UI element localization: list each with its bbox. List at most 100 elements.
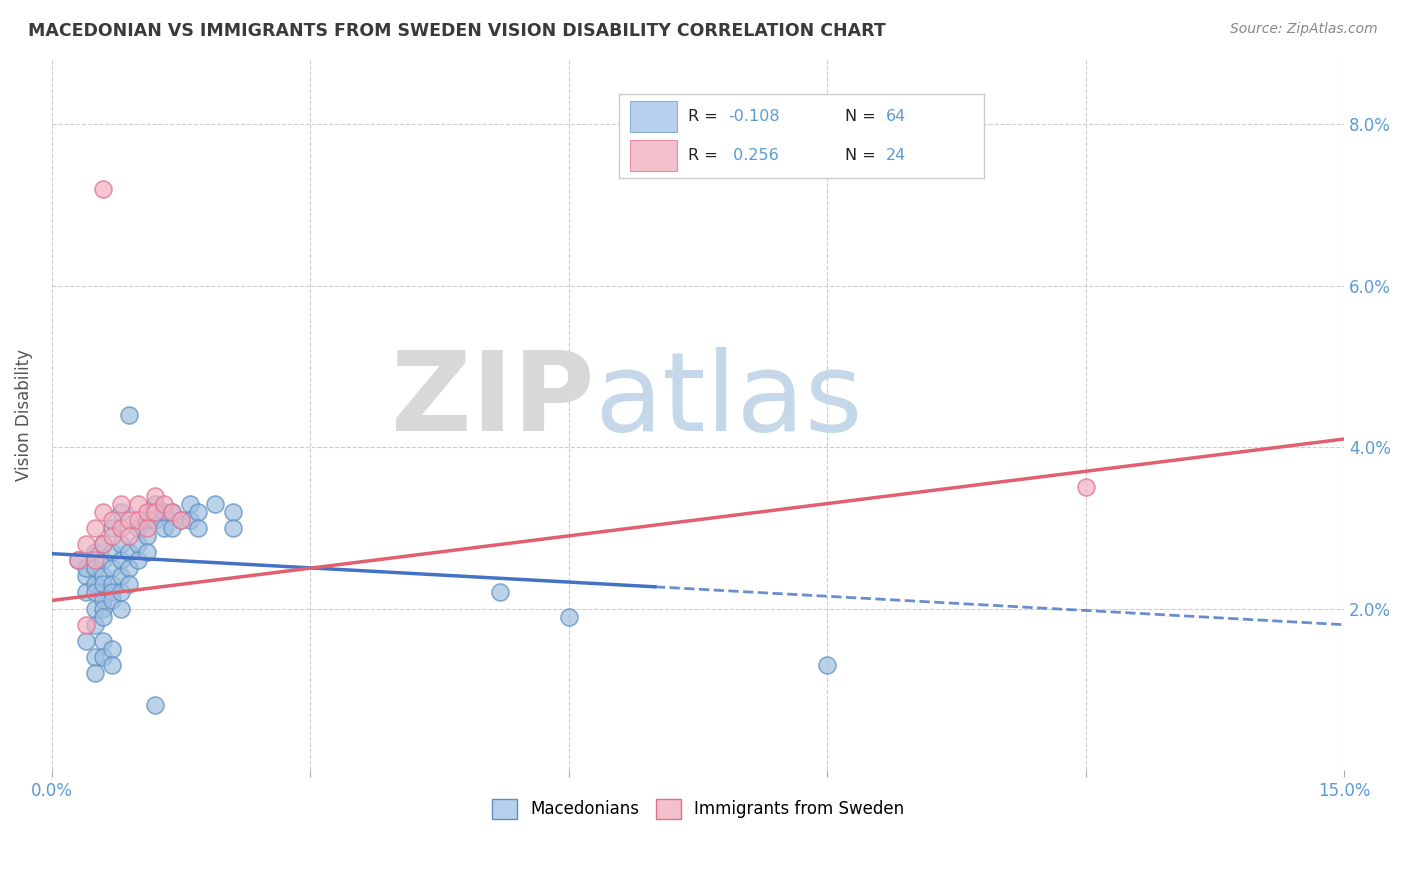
Point: [127, 521, 149, 535]
Point: [101, 585, 124, 599]
Point: [93, 633, 115, 648]
Point: [110, 537, 132, 551]
Point: [118, 561, 141, 575]
Point: [101, 561, 124, 575]
Text: 64: 64: [886, 109, 905, 124]
Point: [83, 577, 105, 591]
Point: [110, 553, 132, 567]
Point: [101, 529, 124, 543]
Point: [179, 513, 201, 527]
Point: [488, 585, 510, 599]
Bar: [630, 102, 678, 132]
Point: [127, 537, 149, 551]
Point: [1074, 480, 1097, 494]
Text: N =: N =: [845, 148, 882, 163]
Point: [143, 698, 166, 713]
Point: [83, 650, 105, 665]
Point: [75, 569, 97, 583]
Point: [75, 537, 97, 551]
Point: [118, 529, 141, 543]
Point: [152, 497, 174, 511]
Point: [221, 505, 243, 519]
Text: atlas: atlas: [595, 347, 863, 454]
Point: [162, 521, 184, 535]
Point: [557, 609, 579, 624]
Point: [83, 601, 105, 615]
Point: [143, 489, 166, 503]
Point: [83, 553, 105, 567]
Point: [93, 182, 115, 196]
Point: [135, 521, 157, 535]
Point: [127, 513, 149, 527]
Text: MACEDONIAN VS IMMIGRANTS FROM SWEDEN VISION DISABILITY CORRELATION CHART: MACEDONIAN VS IMMIGRANTS FROM SWEDEN VIS…: [28, 22, 886, 40]
Point: [152, 521, 174, 535]
Point: [93, 505, 115, 519]
Point: [135, 545, 157, 559]
Point: [118, 513, 141, 527]
Point: [815, 658, 838, 673]
Point: [93, 553, 115, 567]
Text: ZIP: ZIP: [391, 347, 595, 454]
Point: [187, 521, 209, 535]
Y-axis label: Vision Disability: Vision Disability: [15, 349, 32, 481]
Point: [83, 561, 105, 575]
Text: Source: ZipAtlas.com: Source: ZipAtlas.com: [1230, 22, 1378, 37]
Point: [110, 521, 132, 535]
Point: [93, 537, 115, 551]
Point: [101, 593, 124, 607]
Point: [101, 521, 124, 535]
Point: [83, 666, 105, 681]
Point: [101, 577, 124, 591]
Point: [143, 505, 166, 519]
Point: [83, 521, 105, 535]
Point: [93, 577, 115, 591]
Point: [118, 577, 141, 591]
Point: [83, 545, 105, 559]
Point: [179, 497, 201, 511]
Point: [170, 513, 193, 527]
Text: 0.256: 0.256: [728, 148, 779, 163]
Point: [66, 553, 89, 567]
Point: [110, 505, 132, 519]
Point: [93, 537, 115, 551]
Point: [135, 513, 157, 527]
Point: [162, 505, 184, 519]
Point: [75, 633, 97, 648]
Point: [83, 585, 105, 599]
Point: [170, 513, 193, 527]
Bar: [630, 140, 678, 170]
Point: [143, 513, 166, 527]
Point: [204, 497, 226, 511]
Point: [101, 641, 124, 656]
Point: [143, 497, 166, 511]
Point: [75, 585, 97, 599]
Text: R =: R =: [688, 109, 723, 124]
Point: [118, 408, 141, 422]
Point: [83, 617, 105, 632]
Point: [152, 505, 174, 519]
Point: [162, 505, 184, 519]
Point: [101, 545, 124, 559]
Point: [110, 601, 132, 615]
Point: [187, 505, 209, 519]
Point: [75, 617, 97, 632]
Point: [66, 553, 89, 567]
Point: [93, 569, 115, 583]
Point: [93, 601, 115, 615]
Point: [127, 497, 149, 511]
Point: [93, 593, 115, 607]
Text: N =: N =: [845, 109, 882, 124]
Point: [135, 529, 157, 543]
Point: [118, 545, 141, 559]
Text: 24: 24: [886, 148, 905, 163]
Legend: Macedonians, Immigrants from Sweden: Macedonians, Immigrants from Sweden: [485, 792, 911, 826]
Point: [110, 569, 132, 583]
Point: [135, 505, 157, 519]
Point: [101, 513, 124, 527]
Point: [93, 650, 115, 665]
Text: -0.108: -0.108: [728, 109, 780, 124]
Text: R =: R =: [688, 148, 723, 163]
Point: [221, 521, 243, 535]
Point: [75, 561, 97, 575]
Point: [127, 553, 149, 567]
